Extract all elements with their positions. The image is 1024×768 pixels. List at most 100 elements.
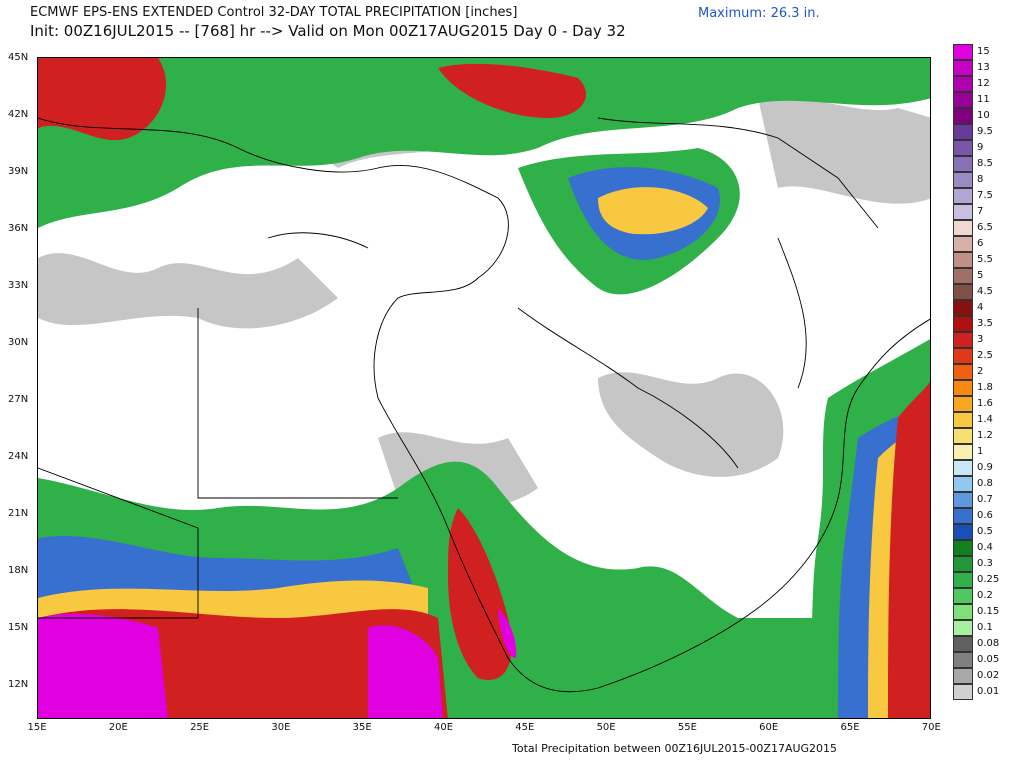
longitude-label: 50E: [596, 722, 616, 733]
legend-label: 11: [977, 94, 990, 105]
legend-label: 2.5: [977, 350, 993, 361]
legend-swatch: [953, 44, 973, 60]
legend-swatch: [953, 92, 973, 108]
legend-label: 0.9: [977, 462, 993, 473]
longitude-label: 70E: [921, 722, 941, 733]
legend-label: 0.3: [977, 558, 993, 569]
legend-label: 10: [977, 110, 990, 121]
legend-swatch: [953, 204, 973, 220]
legend-label: 1: [977, 446, 984, 457]
legend-label: 0.05: [977, 654, 1000, 665]
legend-swatch: [953, 412, 973, 428]
legend-swatch: [953, 540, 973, 556]
legend-label: 6: [977, 238, 984, 249]
legend-label: 0.2: [977, 590, 993, 601]
latitude-label: 39N: [8, 166, 29, 177]
legend-label: 0.6: [977, 510, 993, 521]
longitude-label: 55E: [677, 722, 697, 733]
legend-swatch: [953, 332, 973, 348]
latitude-label: 18N: [8, 565, 29, 576]
longitude-label: 40E: [433, 722, 454, 733]
legend-swatch: [953, 348, 973, 364]
longitude-label: 30E: [271, 722, 291, 733]
legend-swatch: [953, 300, 973, 316]
legend-label: 8: [977, 174, 984, 185]
legend-swatch: [953, 476, 973, 492]
legend-swatch: [953, 604, 973, 620]
latitude-label: 15N: [8, 622, 29, 633]
legend-label: 1.8: [977, 382, 993, 393]
legend-label: 5: [977, 270, 984, 281]
legend-label: 1.4: [977, 414, 993, 425]
legend-label: 2: [977, 366, 984, 377]
legend-label: 3.5: [977, 318, 993, 329]
legend-swatch: [953, 380, 973, 396]
legend-swatch: [953, 188, 973, 204]
coastlines: [38, 117, 930, 693]
legend-label: 0.02: [977, 670, 1000, 681]
longitude-label: 35E: [352, 722, 372, 733]
legend-swatch: [953, 252, 973, 268]
legend-swatch: [953, 636, 973, 652]
legend-swatch: [953, 556, 973, 572]
longitude-label: 15E: [27, 722, 47, 733]
legend-swatch: [953, 60, 973, 76]
precipitation-map: [37, 57, 931, 719]
legend-label: 3: [977, 334, 984, 345]
legend-swatch: [953, 124, 973, 140]
legend-label: 0.01: [977, 686, 1000, 697]
legend-swatch: [953, 316, 973, 332]
legend-label: 1.2: [977, 430, 993, 441]
maximum-label: Maximum: 26.3 in.: [698, 6, 820, 21]
chart-subtitle: Init: 00Z16JUL2015 -- [768] hr --> Valid…: [30, 22, 626, 40]
legend-swatch: [953, 588, 973, 604]
legend-label: 0.15: [977, 606, 1000, 617]
footer-text: Total Precipitation between 00Z16JUL2015…: [512, 742, 838, 755]
legend-label: 13: [977, 62, 990, 73]
legend-label: 0.8: [977, 478, 993, 489]
legend-label: 9.5: [977, 126, 993, 137]
legend-label: 5.5: [977, 254, 993, 265]
legend-swatch: [953, 396, 973, 412]
legend-swatch: [953, 572, 973, 588]
legend-swatch: [953, 492, 973, 508]
longitude-label: 65E: [840, 722, 860, 733]
latitude-label: 27N: [8, 394, 29, 405]
legend-swatch: [953, 444, 973, 460]
latitude-label: 21N: [8, 508, 29, 519]
legend-label: 0.7: [977, 494, 993, 505]
legend-label: 7.5: [977, 190, 993, 201]
longitude-label: 25E: [190, 722, 210, 733]
chart-title: ECMWF EPS-ENS EXTENDED Control 32-DAY TO…: [30, 5, 518, 20]
legend-swatch: [953, 220, 973, 236]
legend-label: 12: [977, 78, 990, 89]
legend-label: 4.5: [977, 286, 993, 297]
legend-label: 15: [977, 46, 990, 57]
legend-label: 0.1: [977, 622, 993, 633]
legend-label: 1.6: [977, 398, 993, 409]
legend-swatch: [953, 668, 973, 684]
legend-swatch: [953, 236, 973, 252]
legend-swatch: [953, 108, 973, 124]
legend-label: 7: [977, 206, 984, 217]
legend-label: 0.08: [977, 638, 1000, 649]
legend-swatch: [953, 364, 973, 380]
longitude-label: 20E: [108, 722, 128, 733]
legend-swatch: [953, 172, 973, 188]
longitude-label: 45E: [515, 722, 535, 733]
latitude-label: 42N: [8, 109, 29, 120]
legend-label: 8.5: [977, 158, 993, 169]
legend-swatch: [953, 428, 973, 444]
latitude-label: 24N: [8, 451, 29, 462]
legend-swatch: [953, 460, 973, 476]
legend-swatch: [953, 508, 973, 524]
legend-swatch: [953, 652, 973, 668]
legend-swatch: [953, 268, 973, 284]
legend-label: 9: [977, 142, 984, 153]
heavy-precip-areas: [38, 608, 517, 718]
legend-label: 0.25: [977, 574, 1000, 585]
legend-swatch: [953, 684, 973, 700]
legend-label: 6.5: [977, 222, 993, 233]
latitude-label: 33N: [8, 280, 29, 291]
legend-label: 0.5: [977, 526, 993, 537]
